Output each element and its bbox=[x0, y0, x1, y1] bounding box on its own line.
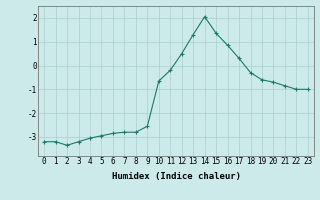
X-axis label: Humidex (Indice chaleur): Humidex (Indice chaleur) bbox=[111, 172, 241, 181]
